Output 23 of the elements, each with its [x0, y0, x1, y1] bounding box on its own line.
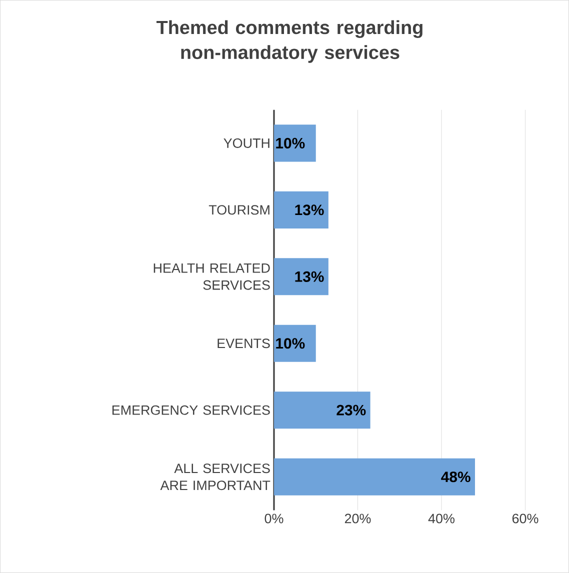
y-tick-label: YOUTH [224, 138, 270, 148]
bar [274, 324, 316, 362]
data-label: 10% [276, 338, 305, 349]
y-tick-label: ALL SERVICES ARE IMPORTANT [160, 464, 270, 490]
data-label: 13% [295, 271, 324, 282]
data-label: 23% [336, 404, 366, 416]
chart-title: Themed comments regarding non-mandatory services [156, 20, 422, 63]
data-label: 48% [441, 472, 470, 482]
bar [274, 392, 370, 429]
x-tick-label: 20% [344, 514, 371, 524]
bar [274, 458, 475, 496]
x-tick-label: 60% [512, 514, 538, 524]
x-tick-label: 0% [264, 514, 284, 524]
data-label: 10% [276, 138, 305, 148]
data-label: 13% [295, 204, 324, 216]
x-tick-label: 40% [428, 514, 454, 524]
y-tick-label: EMERGENCY SERVICES [112, 405, 270, 415]
y-tick-label: TOURISM [208, 205, 270, 215]
bar [274, 258, 328, 296]
y-tick-label: EVENTS [218, 338, 270, 348]
bar [274, 124, 316, 162]
bar [274, 191, 328, 228]
y-tick-label: HEALTH RELATED SERVICES [154, 263, 270, 290]
